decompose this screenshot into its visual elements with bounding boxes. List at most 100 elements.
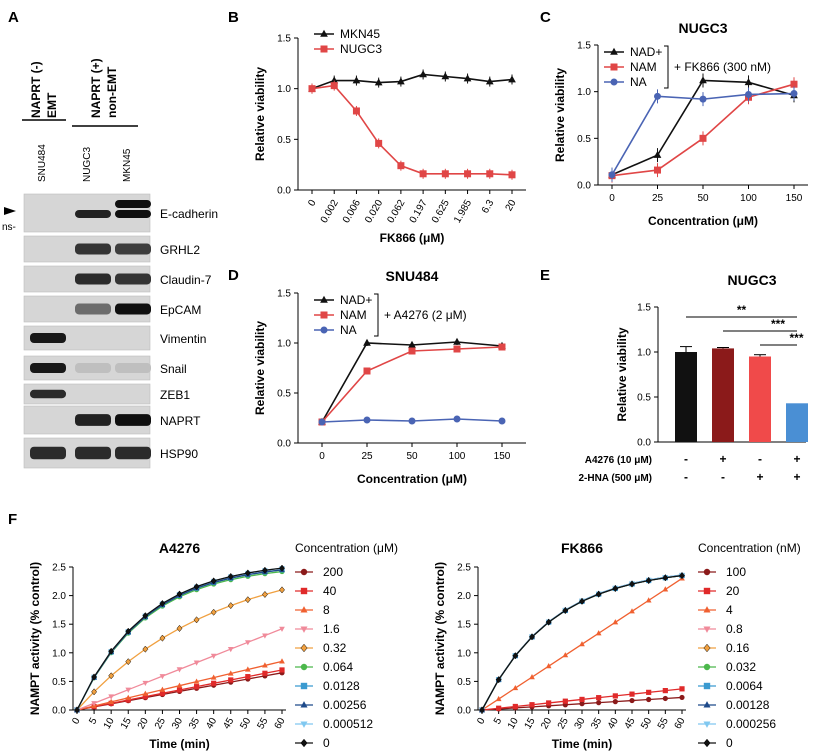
chart-title: FK866 bbox=[561, 540, 603, 556]
blot-band bbox=[75, 446, 111, 460]
legend-title: Concentration (μM) bbox=[295, 541, 398, 555]
data-point bbox=[227, 602, 234, 610]
data-point bbox=[612, 693, 618, 699]
x-tick-label: 100 bbox=[740, 193, 757, 204]
data-point bbox=[529, 673, 535, 680]
y-tick-label: 0.0 bbox=[577, 181, 591, 192]
data-point bbox=[279, 667, 285, 673]
condition-mark: - bbox=[721, 470, 725, 484]
group-label-non-emt-sub: non-EMT bbox=[105, 66, 119, 118]
legend-label: 0.0064 bbox=[726, 679, 763, 693]
blot-band bbox=[30, 389, 66, 399]
x-tick-label: 10 bbox=[102, 716, 117, 732]
x-tick-label: 0.062 bbox=[385, 198, 407, 226]
x-tick-label: 1.985 bbox=[452, 198, 474, 226]
legend-marker bbox=[703, 643, 711, 653]
legend-marker bbox=[610, 63, 618, 71]
data-point bbox=[612, 619, 619, 625]
data-point bbox=[279, 586, 285, 594]
panel-f-a4276-chart: F0.00.51.01.52.02.50 5 10 15 20 25 30 35 40 45 50 5… bbox=[8, 511, 398, 751]
legend-marker bbox=[703, 738, 711, 748]
panel-letter-e: E bbox=[540, 267, 550, 284]
data-point bbox=[745, 90, 752, 98]
data-point bbox=[227, 647, 234, 653]
y-tick-label: 1.0 bbox=[637, 348, 651, 359]
x-tick-label: 55 bbox=[656, 716, 671, 732]
data-point bbox=[245, 674, 251, 680]
condition-label: 2-HNA (500 μM) bbox=[578, 473, 652, 484]
legend-label: 20 bbox=[726, 584, 740, 598]
blot-band bbox=[75, 362, 111, 374]
data-point bbox=[210, 674, 217, 680]
chart-title: SNU484 bbox=[386, 268, 439, 284]
data-point bbox=[464, 170, 472, 178]
data-point bbox=[419, 170, 427, 178]
legend-marker bbox=[300, 682, 308, 690]
data-point bbox=[244, 596, 251, 604]
protein-label: Vimentin bbox=[160, 332, 206, 346]
chart-title: NUGC3 bbox=[727, 272, 776, 288]
y-tick-label: 1.5 bbox=[277, 34, 291, 45]
legend-marker bbox=[300, 721, 308, 728]
data-point bbox=[74, 706, 80, 714]
panel-b-chart: B 0.0 0.5 1.0 1.5 0 0.002 0.006 0.020 0.062 0.197 0… bbox=[228, 9, 526, 245]
legend-label: 0.00128 bbox=[726, 698, 770, 712]
blot-band bbox=[75, 414, 111, 426]
x-tick-label: 10 bbox=[506, 716, 521, 732]
bar bbox=[712, 348, 734, 442]
x-tick-label: 15 bbox=[119, 716, 134, 732]
x-tick-label: 0 bbox=[319, 451, 325, 462]
data-point bbox=[463, 74, 472, 82]
x-tick-label: 40 bbox=[204, 716, 219, 732]
legend-label: NAM bbox=[630, 60, 657, 74]
legend-label: 0.000512 bbox=[323, 717, 373, 731]
y-tick-label: 0.5 bbox=[577, 134, 591, 145]
data-point bbox=[699, 134, 707, 142]
y-axis-label: Relative viability bbox=[253, 67, 267, 161]
legend-marker bbox=[703, 721, 711, 728]
blot-band bbox=[75, 303, 111, 315]
x-tick-label: 0 bbox=[70, 716, 83, 727]
y-tick-label: 0.0 bbox=[52, 706, 66, 717]
blot-band bbox=[115, 303, 151, 315]
legend-label: 0.16 bbox=[726, 641, 750, 655]
data-point bbox=[125, 697, 131, 703]
data-point bbox=[545, 618, 552, 626]
data-point bbox=[279, 658, 285, 664]
y-axis-label: Relative viability bbox=[253, 321, 267, 415]
legend-title: Concentration (nM) bbox=[698, 541, 801, 555]
group-label-emt-sub: EMT bbox=[45, 92, 59, 118]
data-point bbox=[363, 338, 371, 346]
legend-label: 4 bbox=[726, 603, 733, 617]
data-point bbox=[142, 645, 149, 653]
legend-marker bbox=[703, 568, 711, 576]
data-point bbox=[512, 703, 518, 710]
legend-label: MKN45 bbox=[340, 27, 380, 41]
y-axis-label: NAMPT activity (% control) bbox=[28, 562, 42, 715]
x-tick-label: 25 bbox=[153, 716, 168, 732]
x-tick-label: 0 bbox=[609, 193, 615, 204]
data-point bbox=[363, 416, 371, 424]
data-point bbox=[142, 690, 149, 696]
data-point bbox=[91, 673, 98, 681]
data-point bbox=[453, 415, 461, 423]
panel-c-chart: C 0.0 0.5 1.0 1.5 0 25 50 100 150 Concentration (μ… bbox=[540, 9, 808, 228]
data-point bbox=[142, 694, 148, 700]
condition-label: A4276 (10 μM) bbox=[585, 455, 652, 466]
data-point bbox=[262, 662, 268, 668]
protein-label: Claudin-7 bbox=[160, 273, 212, 287]
data-point bbox=[176, 687, 183, 693]
data-point bbox=[662, 687, 668, 694]
x-tick-label: 25 bbox=[361, 451, 373, 462]
condition-mark: + bbox=[793, 452, 800, 466]
data-point bbox=[125, 694, 132, 700]
legend-marker bbox=[320, 295, 328, 303]
data-point bbox=[645, 597, 652, 603]
x-tick-label: 6.3 bbox=[480, 198, 497, 216]
blot-band bbox=[30, 362, 66, 374]
blot-band bbox=[75, 243, 111, 255]
y-tick-label: 2.5 bbox=[52, 563, 66, 574]
legend-label: 0.8 bbox=[726, 622, 743, 636]
x-axis-label: Concentration (μM) bbox=[357, 472, 467, 486]
legend-marker bbox=[610, 78, 618, 86]
